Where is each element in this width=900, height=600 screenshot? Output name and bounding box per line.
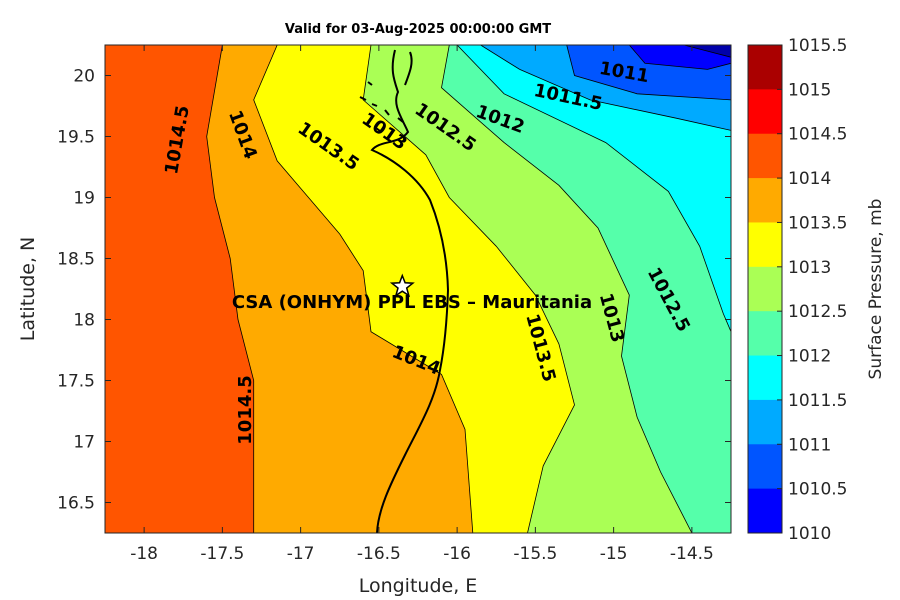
x-tick-label: -15.5: [513, 544, 557, 564]
colorbar-label: Surface Pressure, mb: [866, 199, 886, 380]
colorbar-tick-label: 1015: [788, 80, 831, 100]
colorbar-segment: [748, 266, 782, 312]
isoline-1014: [253, 45, 474, 533]
y-axis-ticks: 16.5 17 17.5 18 18.5 19 19.5 20: [57, 67, 731, 514]
y-tick-label: 16.5: [57, 494, 95, 514]
x-tick-label: -17.5: [200, 544, 244, 564]
colorbar-tick-label: 1013.5: [788, 213, 847, 233]
isoline-1011: [628, 45, 731, 70]
contour-label: 1014.5: [235, 375, 256, 444]
colorbar-tick-label: 1011.5: [788, 391, 847, 411]
y-tick-label: 19: [73, 189, 95, 209]
coastline: [370, 49, 450, 533]
colorbar-segment: [748, 222, 782, 268]
x-axis-label: Longitude, E: [359, 575, 478, 597]
map-frame: [104, 44, 732, 534]
y-tick-label: 17.5: [57, 372, 95, 392]
y-axis-label: Latitude, N: [17, 237, 39, 342]
x-tick-label: -15: [600, 544, 628, 564]
isoline-1014.5: [206, 45, 255, 533]
colorbar-tick-label: 1012.5: [788, 302, 847, 322]
isoline-1013.5: [362, 45, 575, 533]
isoline-1012.5: [456, 45, 731, 332]
isoline-1013: [441, 45, 693, 533]
colorbar-tick-label: 1010: [788, 524, 831, 544]
x-axis-ticks: -18 -17.5 -17 -16.5 -16 -15.5 -15 -14.5: [130, 45, 714, 564]
colorbar-segment: [748, 488, 782, 534]
coastline-layer: [359, 49, 450, 533]
x-tick-label: -18: [130, 544, 158, 564]
y-tick-label: 19.5: [57, 128, 95, 148]
colorbar-segment: [748, 178, 782, 223]
colorbar-tick-label: 1015.5: [788, 36, 847, 56]
isoline-layer: [206, 45, 731, 533]
colorbar-tick-label: 1011: [788, 435, 831, 455]
y-tick-label: 20: [73, 67, 95, 87]
colorbar-segment: [748, 133, 782, 179]
y-tick-label: 17: [73, 433, 95, 453]
colorbar-segment: [748, 444, 782, 490]
site-star-icon[interactable]: [389, 273, 415, 298]
banc-arguin-islands: [359, 81, 404, 132]
isoline-1011.5: [566, 45, 731, 101]
x-tick-label: -16: [443, 544, 471, 564]
colorbar-segment: [748, 399, 782, 445]
x-tick-label: -14.5: [670, 544, 714, 564]
colorbar-tick-label: 1014: [788, 169, 831, 189]
x-tick-label: -17: [287, 544, 315, 564]
colorbar-tick-label: 1010.5: [788, 480, 847, 500]
colorbar-segment: [748, 45, 782, 90]
colorbar-segment: [748, 311, 782, 357]
fill-band-1012: [457, 45, 731, 332]
colorbar-frame: [747, 44, 783, 534]
isoline-1012: [480, 45, 731, 131]
x-tick-label: -16.5: [357, 544, 401, 564]
site-label: CSA (ONHYM) PPL EBS – Mauritania: [232, 292, 592, 313]
colorbar-segment: [748, 89, 782, 135]
map-title: Valid for 03-Aug-2025 00:00:00 GMT: [284, 22, 552, 37]
colorbar-tick-label: 1012: [788, 347, 831, 367]
site-marker-group[interactable]: CSA (ONHYM) PPL EBS – Mauritania: [232, 273, 592, 313]
fill-band-1010.5: [629, 45, 731, 70]
colorbar-tick-label: 1013: [788, 258, 831, 278]
colorbar-tick-label: 1014.5: [788, 125, 847, 145]
colorbar-segment: [748, 355, 782, 401]
y-tick-label: 18: [73, 311, 95, 331]
pressure-fill-layer: [105, 45, 731, 533]
colorbar: 1015.5 1015 1014.5 1014 1013.5 1013 1012.5 1012…: [747, 36, 847, 544]
y-tick-label: 18.5: [57, 250, 95, 270]
